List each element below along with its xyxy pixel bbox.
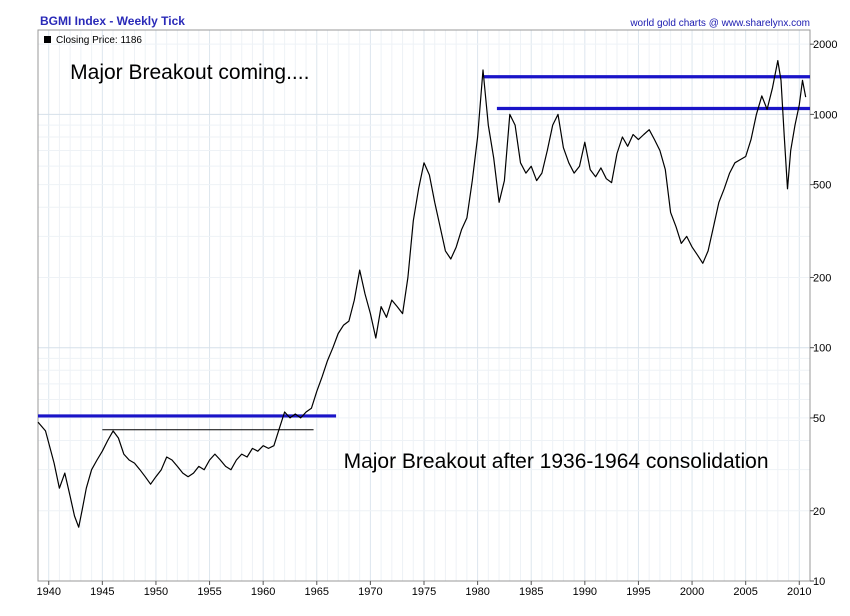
x-tick-label: 1970 [358,586,382,598]
x-tick-label: 1940 [36,586,60,598]
source-credit: world gold charts @ www.sharelynx.com [629,18,810,29]
x-tick-label: 1945 [90,586,114,598]
annotation-breakout-after-consolidation: Major Breakout after 1936-1964 consolida… [344,450,769,473]
legend-label: Closing Price: [56,35,118,46]
x-axis-ticks: 1940 1945 1950 1955 1960 1965 1970 1975 1980 1985… [36,581,812,598]
price-series-line [37,60,807,528]
legend-swatch [44,36,51,43]
grid-layer [37,30,811,581]
y-tick-label: 200 [813,272,831,284]
x-tick-label: 1995 [626,586,650,598]
y-tick-label: 20 [813,506,825,518]
y-tick-label: 2000 [813,39,837,51]
x-tick-label: 1955 [197,586,221,598]
y-tick-label: 100 [813,343,831,355]
x-tick-label: 1960 [251,586,275,598]
x-tick-label: 2005 [733,586,757,598]
svg-text:Closing Price: 1186: Closing Price: 1186 [56,35,142,46]
legend-value: 1186 [120,35,142,46]
x-tick-label: 1975 [412,586,436,598]
x-tick-label: 1965 [305,586,329,598]
x-tick-label: 1950 [144,586,168,598]
y-tick-label: 50 [813,413,825,425]
x-tick-label: 1985 [519,586,543,598]
annotation-breakout-coming: Major Breakout coming.... [70,61,309,84]
y-tick-label: 500 [813,180,831,192]
x-tick-label: 2010 [787,586,811,598]
reference-lines [38,75,810,431]
chart-title: BGMI Index - Weekly Tick [40,14,185,28]
y-tick-label: 1000 [813,109,837,121]
x-tick-label: 2000 [680,586,704,598]
x-tick-label: 1990 [573,586,597,598]
y-axis-ticks: 10 20 50 100 200 500 1000 2000 [810,39,837,588]
y-tick-label: 10 [813,576,825,588]
x-tick-label: 1980 [465,586,489,598]
legend: Closing Price: 1186 [44,35,142,46]
